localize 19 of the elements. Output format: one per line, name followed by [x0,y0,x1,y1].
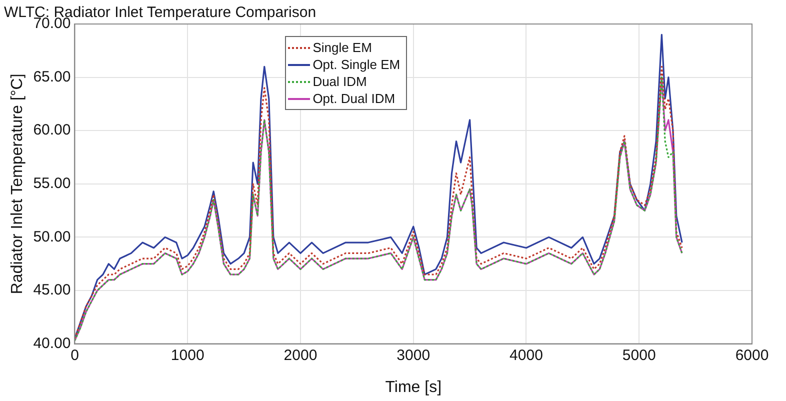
x-axis-title: Time [s] [385,378,442,396]
y-tick-label: 50.00 [33,228,71,246]
legend-label: Opt. Dual IDM [312,90,396,107]
x-tick-label: 2000 [284,346,318,364]
legend-label: Dual IDM [312,73,367,90]
x-tick-label: 0 [70,346,79,364]
y-axis-title: Radiator Inlet Temperature [°C] [9,74,26,294]
y-tick-label: 60.00 [33,122,71,139]
y-tick-label: 65.00 [33,68,71,86]
legend-label: Opt. Single EM [312,56,400,73]
x-tick-label: 5000 [622,346,656,364]
x-tick-label: 1000 [170,346,204,364]
legend-label: Single EM [312,39,372,56]
x-tick-label: 3000 [396,346,430,364]
y-tick-label: 45.00 [33,282,71,299]
y-tick-label: 40.00 [33,334,71,352]
y-tick-label: 55.00 [33,175,71,192]
x-tick-label: 4000 [510,346,543,364]
x-tick-label: 6000 [735,346,769,364]
